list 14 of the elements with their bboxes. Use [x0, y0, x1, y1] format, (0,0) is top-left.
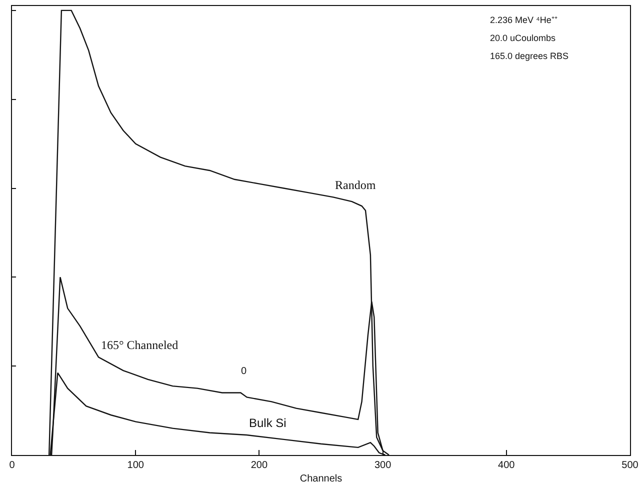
- series-label: Bulk Si: [249, 416, 286, 430]
- x-tick-label: 400: [498, 460, 516, 471]
- x-tick-label: 500: [622, 460, 639, 471]
- series-label: 165° Channeled: [101, 338, 178, 352]
- x-axis-title: Channels: [300, 474, 342, 484]
- x-tick-label: 0: [9, 460, 16, 471]
- x-tick-label: 100: [127, 460, 144, 471]
- x-tick-label: 300: [374, 460, 392, 471]
- series-label: Random: [335, 178, 376, 192]
- annotation: 20.0 uCoulombs: [490, 33, 556, 43]
- annotation: 2.236 MeV ⁴He⁺⁺: [490, 15, 558, 25]
- x-tick-label: 200: [250, 460, 268, 471]
- annotation: 165.0 degrees RBS: [490, 51, 569, 61]
- annotation: 0: [241, 366, 247, 377]
